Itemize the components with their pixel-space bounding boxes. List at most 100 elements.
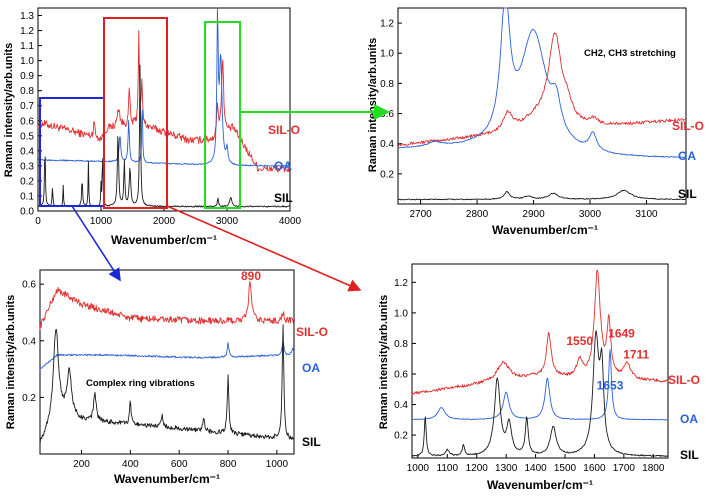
fingerprint-annotation-1711: 1711 bbox=[623, 348, 649, 362]
blue-region-box bbox=[39, 97, 105, 207]
fingerprint-x-tick-label: 1700 bbox=[613, 463, 636, 474]
overview-y-tick-label: 0.7 bbox=[20, 101, 34, 112]
ring-plot-frame bbox=[39, 269, 295, 455]
ch-y-tick-label: 1.0 bbox=[380, 49, 394, 60]
overview-label-oa: OA bbox=[274, 159, 292, 173]
red-region-box bbox=[103, 17, 168, 209]
ch-y-tick-label: 0.4 bbox=[380, 139, 394, 150]
ring-x-tick-label: 800 bbox=[220, 459, 237, 470]
ring-x-tick-label: 1000 bbox=[266, 459, 289, 470]
overview-y-tick-label: 0.0 bbox=[20, 207, 34, 218]
fingerprint-label-sil: SIL bbox=[680, 448, 699, 462]
ring-x-tick-label: 400 bbox=[122, 459, 139, 470]
ring-y-axis-label: Raman intensity/arb.units bbox=[5, 295, 17, 429]
fingerprint-annotation-1550: 1550 bbox=[566, 334, 593, 348]
ring-x-tick-label: 200 bbox=[73, 459, 90, 470]
ch-label-oa: OA bbox=[678, 149, 696, 163]
fingerprint-y-tick-label: 1.2 bbox=[394, 278, 408, 289]
ring-vibrations-panel: 200 400 600 800 1000 0.2 0.4 0.6 Wavenumber/cm⁻… bbox=[5, 269, 328, 486]
overview-y-axis-label: Raman intensity/arb.units bbox=[3, 43, 15, 177]
ch-label-silo: SIL-O bbox=[672, 119, 704, 133]
green-region-box bbox=[204, 21, 241, 209]
overview-x-tick-label: 4000 bbox=[279, 216, 302, 227]
overview-plot-frame bbox=[37, 7, 291, 212]
fingerprint-annotation-1653: 1653 bbox=[597, 378, 624, 392]
ch-x-axis-label: Wavenumber/cm⁻¹ bbox=[492, 223, 598, 237]
fingerprint-x-tick-label: 1100 bbox=[437, 463, 459, 474]
overview-y-tick-label: 1.0 bbox=[20, 56, 34, 67]
ring-note: Complex ring vibrations bbox=[86, 378, 195, 389]
ch-annotation: CH2, CH3 stretching bbox=[584, 48, 676, 59]
fingerprint-label-silo: SIL-O bbox=[668, 373, 700, 387]
ch-x-tick-label: 2800 bbox=[466, 209, 489, 220]
ring-y-tick-label: 0.6 bbox=[22, 280, 36, 291]
ch-x-tick-label: 3000 bbox=[579, 209, 602, 220]
overview-series-oa bbox=[37, 7, 291, 167]
fingerprint-x-axis-label: Wavenumber/cm⁻¹ bbox=[487, 478, 593, 492]
ch-series-sil bbox=[397, 189, 687, 201]
ring-x-tick-label: 600 bbox=[171, 459, 188, 470]
overview-panel: 0 1000 2000 3000 4000 0.0 0.1 0.2 0.3 0.4 0.5 0.6 0.… bbox=[3, 7, 302, 247]
overview-y-tick-label: 0.5 bbox=[20, 131, 34, 142]
ring-annotation-890: 890 bbox=[241, 269, 261, 283]
fingerprint-y-tick-label: 0.6 bbox=[394, 369, 408, 380]
fingerprint-y-axis-label: Raman intensity/arb.units bbox=[378, 295, 390, 429]
ring-x-axis-label: Wavenumber/cm⁻¹ bbox=[114, 472, 220, 486]
ring-series-silo bbox=[39, 280, 295, 330]
ring-series-oa bbox=[39, 340, 295, 371]
fingerprint-axis-ticks: 1000 1100 1200 1300 1400 1500 1600 1700 1800 0.2 0… bbox=[394, 278, 665, 474]
overview-axis-ticks: 0 1000 2000 3000 4000 0.0 0.1 0.2 0.3 0.4 0.5 0.6 0.… bbox=[20, 11, 301, 227]
ring-y-tick-label: 0.4 bbox=[22, 336, 36, 347]
ring-label-silo: SIL-O bbox=[296, 325, 328, 339]
fingerprint-y-tick-label: 0.2 bbox=[394, 431, 408, 442]
blue-arrow bbox=[71, 205, 121, 282]
overview-label-silo: SIL-O bbox=[268, 123, 300, 137]
overview-label-sil: SIL bbox=[274, 191, 293, 205]
ch-label-sil: SIL bbox=[678, 187, 697, 201]
ring-series-sil bbox=[39, 324, 295, 445]
overview-series-silo bbox=[37, 30, 291, 173]
overview-y-tick-label: 0.9 bbox=[20, 71, 34, 82]
fingerprint-series-sil bbox=[411, 330, 669, 457]
ring-y-tick-label: 0.2 bbox=[22, 393, 36, 404]
overview-series bbox=[37, 7, 291, 208]
fingerprint-x-tick-label: 1600 bbox=[583, 463, 606, 474]
overview-y-tick-label: 0.3 bbox=[20, 161, 34, 172]
overview-x-tick-label: 0 bbox=[35, 216, 41, 227]
ring-series bbox=[39, 280, 295, 445]
ch-plot-frame bbox=[397, 7, 687, 205]
overview-x-tick-label: 2000 bbox=[153, 216, 176, 227]
ring-label-sil: SIL bbox=[302, 435, 321, 449]
overview-y-tick-label: 0.8 bbox=[20, 86, 34, 97]
overview-y-tick-label: 1.2 bbox=[20, 26, 34, 37]
fingerprint-series-oa bbox=[411, 349, 669, 421]
ch-series-silo bbox=[397, 32, 687, 147]
fingerprint-annotation-1649: 1649 bbox=[608, 326, 635, 340]
overview-y-tick-label: 1.1 bbox=[20, 41, 34, 52]
ch-x-tick-label: 3100 bbox=[635, 209, 658, 220]
fingerprint-x-tick-label: 1500 bbox=[554, 463, 577, 474]
fingerprint-x-tick-label: 1300 bbox=[495, 463, 518, 474]
ch-x-tick-label: 2900 bbox=[522, 209, 545, 220]
overview-y-tick-label: 1.3 bbox=[20, 11, 34, 22]
overview-x-tick-label: 3000 bbox=[216, 216, 239, 227]
ring-axis-ticks: 200 400 600 800 1000 0.2 0.4 0.6 bbox=[22, 280, 288, 470]
fingerprint-annotations: 1550 1649 1711 1653 bbox=[566, 326, 649, 392]
ring-label-oa: OA bbox=[302, 361, 320, 375]
fingerprint-series-silo bbox=[411, 269, 669, 396]
fingerprint-series bbox=[411, 269, 669, 457]
ch-series bbox=[397, 7, 687, 201]
overview-y-tick-label: 0.4 bbox=[20, 146, 34, 157]
fingerprint-x-tick-label: 1800 bbox=[642, 463, 665, 474]
fingerprint-y-tick-label: 0.8 bbox=[394, 339, 408, 350]
ch-y-axis-label: Raman intensity/arb.units bbox=[367, 38, 379, 172]
fingerprint-x-tick-label: 1200 bbox=[466, 463, 489, 474]
ch-x-tick-label: 2700 bbox=[409, 209, 432, 220]
fingerprint-label-oa: OA bbox=[680, 412, 698, 426]
overview-y-tick-label: 0.6 bbox=[20, 116, 34, 127]
ch-y-tick-label: 1.2 bbox=[380, 19, 394, 30]
fingerprint-x-tick-label: 1400 bbox=[524, 463, 547, 474]
overview-x-tick-label: 1000 bbox=[90, 216, 113, 227]
ch-y-tick-label: 0.8 bbox=[380, 79, 394, 90]
